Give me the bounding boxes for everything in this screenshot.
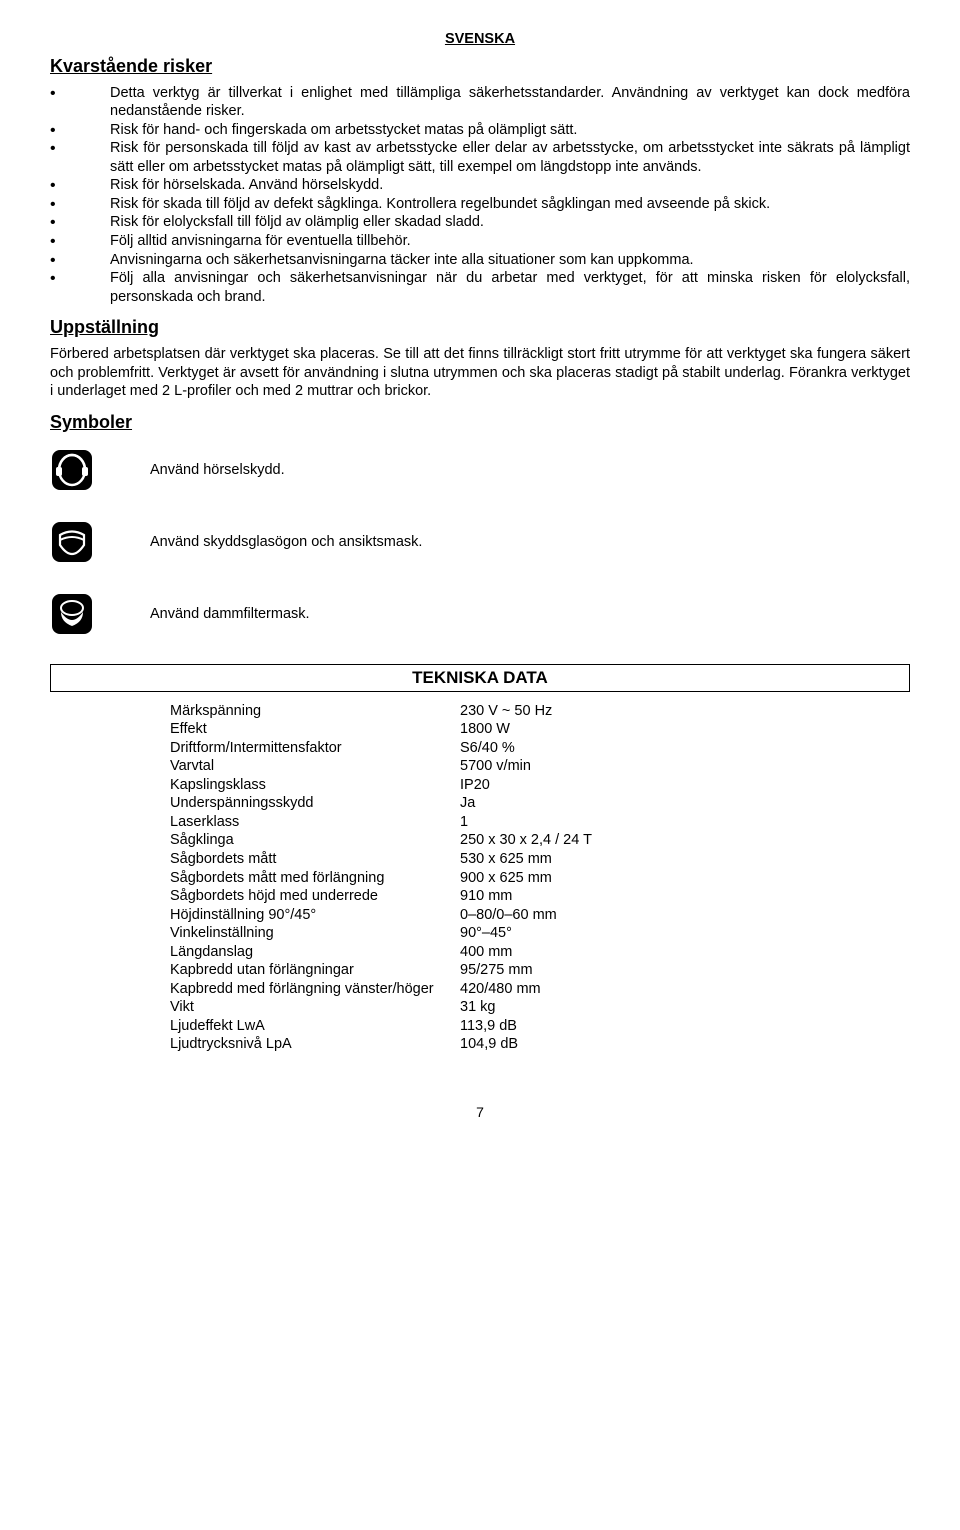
page-number: 7 — [50, 1104, 910, 1122]
table-row: Vinkelinställning90°–45° — [170, 924, 592, 943]
risks-list: Detta verktyg är tillverkat i enlighet m… — [50, 84, 910, 307]
tech-value: 1 — [460, 813, 592, 832]
tech-value: 90°–45° — [460, 924, 592, 943]
tech-value: 250 x 30 x 2,4 / 24 T — [460, 831, 592, 850]
tech-data-header: TEKNISKA DATA — [50, 664, 910, 692]
risk-item: Anvisningarna och säkerhetsanvisningarna… — [50, 251, 910, 270]
table-row: KapslingsklassIP20 — [170, 776, 592, 795]
table-row: UnderspänningsskyddJa — [170, 794, 592, 813]
tech-value: 400 mm — [460, 943, 592, 962]
table-row: Sågklinga250 x 30 x 2,4 / 24 T — [170, 831, 592, 850]
symbol-row-eye: Använd skyddsglasögon och ansiktsmask. — [50, 520, 910, 564]
tech-value: 910 mm — [460, 887, 592, 906]
symbol-text: Använd dammfiltermask. — [150, 605, 310, 624]
tech-value: IP20 — [460, 776, 592, 795]
tech-label: Varvtal — [170, 757, 460, 776]
risk-item: Detta verktyg är tillverkat i enlighet m… — [50, 84, 910, 121]
tech-value: 230 V ~ 50 Hz — [460, 702, 592, 721]
table-row: Höjdinställning 90°/45°0–80/0–60 mm — [170, 906, 592, 925]
risk-item: Följ alla anvisningar och säkerhetsanvis… — [50, 269, 910, 306]
table-row: Märkspänning230 V ~ 50 Hz — [170, 702, 592, 721]
tech-value: 31 kg — [460, 998, 592, 1017]
tech-label: Kapbredd utan förlängningar — [170, 961, 460, 980]
setup-paragraph: Förbered arbetsplatsen där verktyget ska… — [50, 345, 910, 401]
tech-label: Driftform/Intermittensfaktor — [170, 739, 460, 758]
table-row: Längdanslag400 mm — [170, 943, 592, 962]
tech-value: 113,9 dB — [460, 1017, 592, 1036]
tech-label: Laserklass — [170, 813, 460, 832]
section-title-setup: Uppställning — [50, 316, 910, 339]
tech-label: Sågbordets höjd med underrede — [170, 887, 460, 906]
tech-label: Längdanslag — [170, 943, 460, 962]
risk-item: Risk för skada till följd av defekt sågk… — [50, 195, 910, 214]
table-row: Ljudtrycksnivå LpA104,9 dB — [170, 1035, 592, 1054]
symbol-row-hearing: Använd hörselskydd. — [50, 448, 910, 492]
table-row: Ljudeffekt LwA113,9 dB — [170, 1017, 592, 1036]
table-row: Effekt1800 W — [170, 720, 592, 739]
tech-label: Höjdinställning 90°/45° — [170, 906, 460, 925]
table-row: Laserklass1 — [170, 813, 592, 832]
table-row: Driftform/IntermittensfaktorS6/40 % — [170, 739, 592, 758]
section-title-symbols: Symboler — [50, 411, 910, 434]
tech-label: Ljudtrycksnivå LpA — [170, 1035, 460, 1054]
symbol-text: Använd hörselskydd. — [150, 461, 285, 480]
table-row: Sågbordets mått med förlängning900 x 625… — [170, 869, 592, 888]
eye-protection-icon — [50, 520, 94, 564]
tech-label: Underspänningsskydd — [170, 794, 460, 813]
tech-value: 95/275 mm — [460, 961, 592, 980]
tech-value: 5700 v/min — [460, 757, 592, 776]
tech-data-table: Märkspänning230 V ~ 50 HzEffekt1800 WDri… — [170, 702, 592, 1054]
table-row: Kapbredd med förlängning vänster/höger42… — [170, 980, 592, 999]
table-row: Varvtal5700 v/min — [170, 757, 592, 776]
risk-item: Risk för hand- och fingerskada om arbets… — [50, 121, 910, 140]
risk-item: Risk för hörselskada. Använd hörselskydd… — [50, 176, 910, 195]
tech-label: Sågklinga — [170, 831, 460, 850]
tech-label: Kapbredd med förlängning vänster/höger — [170, 980, 460, 999]
tech-value: 0–80/0–60 mm — [460, 906, 592, 925]
language-header: SVENSKA — [50, 30, 910, 49]
tech-value: 900 x 625 mm — [460, 869, 592, 888]
risk-item: Risk för elolycksfall till följd av oläm… — [50, 213, 910, 232]
symbol-row-mask: Använd dammfiltermask. — [50, 592, 910, 636]
table-row: Sågbordets höjd med underrede910 mm — [170, 887, 592, 906]
tech-label: Sågbordets mått med förlängning — [170, 869, 460, 888]
tech-label: Sågbordets mått — [170, 850, 460, 869]
symbol-text: Använd skyddsglasögon och ansiktsmask. — [150, 533, 422, 552]
section-title-risks: Kvarstående risker — [50, 55, 910, 78]
tech-value: 420/480 mm — [460, 980, 592, 999]
ear-protection-icon — [50, 448, 94, 492]
table-row: Vikt31 kg — [170, 998, 592, 1017]
table-row: Sågbordets mått530 x 625 mm — [170, 850, 592, 869]
tech-value: 104,9 dB — [460, 1035, 592, 1054]
tech-label: Vikt — [170, 998, 460, 1017]
tech-value: 530 x 625 mm — [460, 850, 592, 869]
tech-label: Ljudeffekt LwA — [170, 1017, 460, 1036]
tech-label: Effekt — [170, 720, 460, 739]
tech-label: Kapslingsklass — [170, 776, 460, 795]
tech-value: S6/40 % — [460, 739, 592, 758]
dust-mask-icon — [50, 592, 94, 636]
tech-value: 1800 W — [460, 720, 592, 739]
tech-label: Vinkelinställning — [170, 924, 460, 943]
table-row: Kapbredd utan förlängningar95/275 mm — [170, 961, 592, 980]
tech-label: Märkspänning — [170, 702, 460, 721]
risk-item: Risk för personskada till följd av kast … — [50, 139, 910, 176]
risk-item: Följ alltid anvisningarna för eventuella… — [50, 232, 910, 251]
tech-value: Ja — [460, 794, 592, 813]
